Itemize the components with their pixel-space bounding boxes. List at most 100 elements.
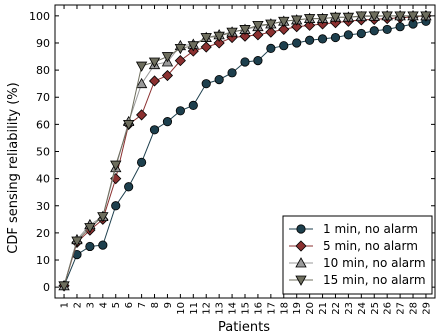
- y-tick-label: 0: [43, 281, 50, 294]
- data-point: [395, 22, 405, 32]
- data-point: [252, 20, 264, 32]
- x-tick-label: 23: [344, 302, 355, 315]
- legend-label: 1 min, no alarm: [323, 222, 418, 236]
- y-tick-label: 50: [36, 146, 50, 159]
- data-point: [174, 44, 187, 55]
- data-point: [407, 11, 419, 22]
- data-point: [98, 240, 108, 250]
- data-point: [278, 16, 290, 28]
- data-point: [111, 201, 121, 211]
- data-point: [329, 12, 342, 24]
- x-tick-label: 6: [124, 302, 135, 308]
- data-point: [292, 38, 302, 48]
- y-tick-label: 20: [36, 227, 50, 240]
- x-tick-label: 16: [253, 302, 264, 315]
- data-point: [135, 61, 148, 72]
- data-point: [266, 43, 276, 54]
- x-tick-label: 15: [241, 302, 252, 315]
- data-point: [110, 160, 122, 171]
- data-point: [161, 69, 174, 82]
- data-point: [58, 281, 70, 292]
- data-point: [303, 14, 316, 25]
- data-point: [71, 236, 83, 247]
- x-tick-label: 26: [383, 302, 394, 315]
- data-point: [188, 100, 198, 110]
- data-point: [316, 14, 329, 25]
- data-point: [330, 32, 341, 43]
- data-point: [162, 117, 173, 127]
- data-point: [148, 75, 161, 87]
- legend-entry: 5 min, no alarm: [289, 239, 418, 253]
- data-point: [174, 55, 186, 67]
- data-point: [278, 23, 290, 35]
- data-point: [394, 11, 406, 22]
- data-point: [279, 41, 289, 51]
- series-4: [58, 11, 432, 292]
- data-point: [240, 57, 250, 67]
- x-axis-label: Patients: [218, 320, 270, 335]
- data-point: [305, 35, 315, 45]
- data-point: [213, 37, 225, 49]
- data-point: [226, 27, 238, 38]
- data-point: [213, 31, 225, 43]
- x-tick-label: 5: [111, 302, 122, 308]
- y-axis-label-group: CDF sensing reliability (%): [6, 82, 21, 253]
- legend-label: 10 min, no alarm: [323, 256, 426, 270]
- data-point: [291, 15, 303, 26]
- data-point: [124, 182, 134, 192]
- data-point: [253, 56, 263, 66]
- y-tick-label: 60: [36, 118, 50, 131]
- data-point: [97, 212, 109, 223]
- legend-marker: [295, 257, 307, 268]
- data-point: [342, 12, 355, 24]
- data-point: [382, 24, 392, 35]
- data-point: [136, 157, 147, 167]
- x-tick-label: 11: [189, 302, 200, 315]
- data-point: [148, 57, 161, 68]
- data-point: [317, 34, 328, 44]
- plot-frame: [54, 4, 436, 299]
- data-point: [265, 19, 277, 30]
- x-tick-label: 28: [409, 302, 420, 315]
- y-tick-label: 70: [36, 91, 50, 104]
- data-point: [214, 75, 224, 85]
- x-tick-label: 3: [85, 302, 96, 308]
- x-tick-label: 4: [98, 302, 109, 308]
- legend-marker: [295, 275, 307, 286]
- data-point: [381, 11, 393, 22]
- legend: 1 min, no alarm 5 min, no alarm 10 min, no…: [282, 215, 433, 295]
- x-tick-label: 13: [215, 302, 226, 315]
- data-point: [343, 30, 354, 40]
- data-point: [201, 79, 211, 89]
- x-tick-label: 14: [228, 302, 239, 315]
- x-tick-label: 19: [292, 302, 303, 315]
- x-tick-label: 18: [279, 302, 290, 315]
- data-point: [265, 26, 277, 38]
- data-point: [239, 25, 251, 36]
- x-tick-label: 8: [150, 302, 161, 308]
- data-point: [135, 77, 148, 89]
- x-tick-label: 9: [163, 302, 174, 308]
- series-group: [58, 10, 432, 292]
- data-point: [187, 41, 199, 52]
- data-point: [85, 241, 95, 252]
- data-point: [369, 26, 379, 36]
- data-point: [200, 33, 212, 44]
- y-tick-label: 90: [36, 37, 50, 50]
- data-point: [355, 11, 368, 22]
- x-tick-label: 2: [72, 302, 83, 308]
- x-tick-label: 24: [357, 302, 368, 315]
- y-tick-label: 30: [36, 200, 50, 213]
- series-1: [59, 16, 431, 291]
- x-tick-label: 20: [305, 302, 316, 315]
- data-point: [84, 223, 96, 234]
- data-point: [368, 11, 380, 22]
- data-point: [136, 109, 148, 121]
- legend-entry: 15 min, no alarm: [289, 273, 426, 287]
- data-point: [200, 41, 212, 53]
- data-point: [420, 11, 432, 22]
- legend-entry: 1 min, no alarm: [289, 222, 418, 236]
- data-point: [149, 125, 160, 135]
